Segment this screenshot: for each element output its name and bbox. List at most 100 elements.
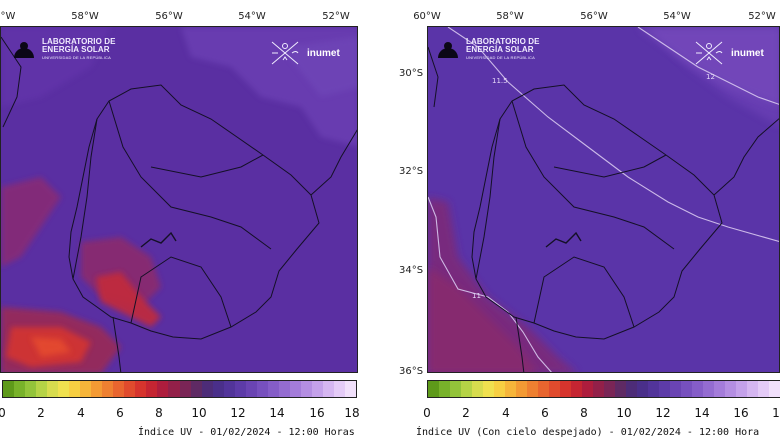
reservoir xyxy=(140,231,177,248)
contour-label: 11.5 xyxy=(492,77,508,85)
colorbar-segment xyxy=(736,381,747,397)
colorbar-tick: 14 xyxy=(694,406,710,420)
boundaries xyxy=(1,36,357,372)
colorbar-segment xyxy=(461,381,472,397)
lat-label: 34°S xyxy=(399,265,424,276)
colorbar-segment xyxy=(47,381,59,397)
les-logo: LABORATORIO DE ENERGÍA SOLAR UNIVERSIDAD… xyxy=(436,38,540,62)
colorbar-segment xyxy=(527,381,538,397)
uv-map-panel-actual: °W 58°W 56°W 54°W 52°W xyxy=(0,11,360,438)
colorbar-segment xyxy=(201,381,213,397)
colorbar-segment xyxy=(560,381,571,397)
colorbar-segment xyxy=(36,381,48,397)
les-logo: LABORATORIO DE ENERGÍA SOLAR UNIVERSIDAD… xyxy=(12,38,116,62)
colorbar-tick: 4 xyxy=(77,406,85,420)
inumet-logo: inumet xyxy=(268,40,340,66)
colorbar-segment xyxy=(516,381,527,397)
inumet-name: inumet xyxy=(731,47,764,59)
logo-line-2: ENERGÍA SOLAR xyxy=(42,45,110,54)
lon-label: °W xyxy=(0,11,16,22)
colorbar-tick: 4 xyxy=(502,406,510,420)
colorbar-tick: 8 xyxy=(580,406,588,420)
lat-label: 30°S xyxy=(399,68,424,79)
uv-high-region xyxy=(638,27,779,107)
colorbar-tick: 1 xyxy=(772,406,780,420)
colorbar-segment xyxy=(234,381,246,397)
colorbar-segment xyxy=(168,381,180,397)
colorbar-segment xyxy=(124,381,136,397)
colorbar-segment xyxy=(571,381,582,397)
lon-label: 60°W xyxy=(413,11,441,22)
colorbar-segment xyxy=(626,381,637,397)
uv-map-actual-svg xyxy=(1,27,357,372)
les-logo-mark-icon xyxy=(14,42,34,58)
colorbar-segment xyxy=(472,381,483,397)
uv-map-clear-sky: 11.5 12 11 xyxy=(427,26,780,373)
colorbar-tick: 6 xyxy=(116,406,124,420)
colorbar-segment xyxy=(769,381,780,397)
uv-map-panel-clear-sky: 60°W 58°W 56°W 54°W 52°W 30°S 32°S 34°S … xyxy=(390,0,780,438)
les-logo-text: LABORATORIO DE ENERGÍA SOLAR UNIVERSIDAD… xyxy=(466,38,540,60)
logo-line-2: ENERGÍA SOLAR xyxy=(466,45,534,54)
colorbar-tick: 16 xyxy=(309,406,325,420)
uv-contours xyxy=(428,27,779,372)
uv-low-patch xyxy=(1,177,61,267)
colorbar-segment xyxy=(322,381,334,397)
uv-high-patch xyxy=(1,27,111,107)
colorbar-tick: 0 xyxy=(0,406,6,420)
colorbar-segment xyxy=(146,381,158,397)
uv-colorbar xyxy=(2,380,357,398)
colorbar-segment xyxy=(289,381,301,397)
colorbar-segment xyxy=(3,381,15,397)
colorbar-segment xyxy=(256,381,268,397)
les-logo-text: LABORATORIO DE ENERGÍA SOLAR UNIVERSIDAD… xyxy=(42,38,116,60)
colorbar-tick: 2 xyxy=(462,406,470,420)
lon-label: 54°W xyxy=(238,11,266,22)
logo-line-1: LABORATORIO DE xyxy=(42,37,116,46)
colorbar-segment xyxy=(659,381,670,397)
colorbar-segment xyxy=(311,381,323,397)
map-caption: Índice UV - 01/02/2024 - 12:00 Horas xyxy=(138,427,355,438)
weather-symbols-icon xyxy=(271,41,299,65)
colorbar-segment xyxy=(714,381,725,397)
colorbar-segment xyxy=(102,381,114,397)
lon-label: 56°W xyxy=(155,11,183,22)
colorbar-segment xyxy=(267,381,279,397)
colorbar-segment xyxy=(157,381,169,397)
lon-label: 56°W xyxy=(580,11,608,22)
colorbar-segment xyxy=(670,381,681,397)
colorbar-segment xyxy=(212,381,224,397)
colorbar-segment xyxy=(135,381,147,397)
logo-line-1: LABORATORIO DE xyxy=(466,37,540,46)
colorbar-segment xyxy=(494,381,505,397)
contour-label: 12 xyxy=(706,73,715,81)
colorbar-segment xyxy=(344,381,356,397)
colorbar-segment xyxy=(179,381,191,397)
weather-symbols-icon xyxy=(695,41,723,65)
colorbar-segment xyxy=(747,381,758,397)
colorbar-segment xyxy=(300,381,312,397)
colorbar-tick: 16 xyxy=(733,406,749,420)
colorbar-segment xyxy=(245,381,257,397)
lat-label: 36°S xyxy=(399,366,424,377)
colorbar-segment xyxy=(758,381,769,397)
colorbar-tick: 12 xyxy=(655,406,671,420)
uv-low-patch xyxy=(96,272,161,327)
colorbar-tick: 6 xyxy=(541,406,549,420)
les-logo-mark-icon xyxy=(438,42,458,58)
colorbar-segment xyxy=(190,381,202,397)
colorbar-segment xyxy=(483,381,494,397)
uv-map-clear-sky-svg: 11.5 12 11 xyxy=(428,27,779,372)
colorbar-segment xyxy=(80,381,92,397)
colorbar-segment xyxy=(223,381,235,397)
colorbar-segment xyxy=(604,381,615,397)
colorbar-tick: 12 xyxy=(230,406,246,420)
colorbar-tick: 10 xyxy=(616,406,632,420)
colorbar-tick: 14 xyxy=(269,406,285,420)
map-caption: Índice UV (Con cielo despejado) - 01/02/… xyxy=(416,427,760,438)
inumet-logo: inumet xyxy=(692,40,764,66)
boundaries xyxy=(428,46,779,372)
colorbar-segment xyxy=(725,381,736,397)
lon-label: 58°W xyxy=(71,11,99,22)
colorbar-segment xyxy=(428,381,439,397)
